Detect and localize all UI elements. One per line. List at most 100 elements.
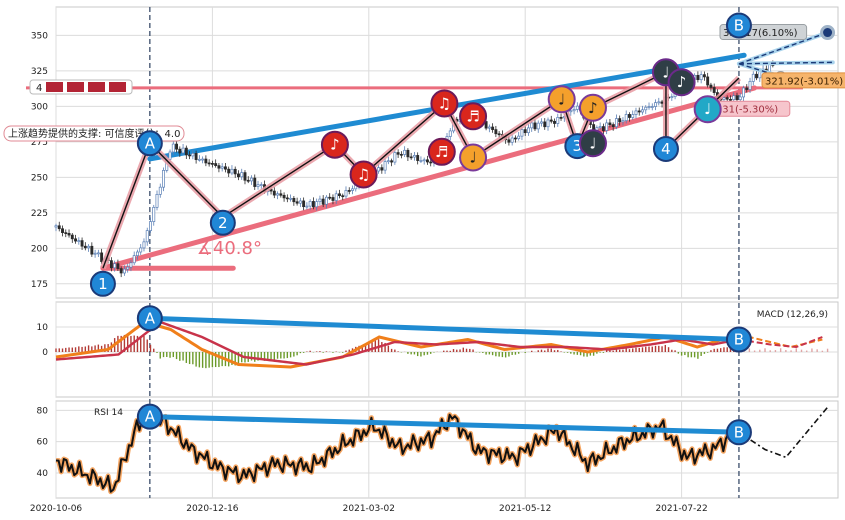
macd-histogram-bar: [658, 345, 660, 352]
candle-body: [709, 84, 713, 88]
price-label-text: 321.92(-3.01%): [765, 76, 843, 87]
badge-circle: [136, 403, 163, 430]
y-tick-label: 80: [37, 406, 49, 416]
macd-histogram-bar: [299, 352, 302, 354]
x-tick-label: 2021-05-12: [499, 504, 551, 514]
candle-body: [520, 129, 524, 137]
macd-histogram-bar: [123, 334, 126, 352]
macd-histogram-bar: [700, 352, 702, 356]
macd-histogram-bar: [674, 350, 676, 352]
candle-body: [702, 74, 706, 78]
candle-body: [611, 124, 615, 128]
candle-body: [497, 133, 501, 136]
candle-body: [601, 126, 605, 131]
projection-target-dot: [820, 25, 836, 41]
macd-histogram-bar: [368, 342, 370, 352]
macd-histogram-bar: [192, 352, 194, 365]
macd-histogram-bar: [185, 352, 188, 363]
macd-histogram-bar: [563, 352, 565, 353]
macd-histogram-bar: [495, 352, 497, 357]
macd-histogram-projection: [785, 349, 787, 352]
candle-body: [637, 110, 641, 113]
candle-body: [184, 147, 188, 156]
macd-histogram-bar: [618, 349, 621, 352]
macd-histogram-bar: [410, 352, 412, 355]
macd-histogram-bar: [511, 352, 513, 355]
macd-histogram-bar: [260, 352, 262, 360]
candle-body: [347, 190, 351, 192]
macd-histogram-bar: [462, 347, 464, 352]
macd-histogram-bar: [449, 350, 451, 352]
macd-histogram-bar: [104, 344, 106, 352]
candle-body: [559, 117, 563, 119]
candle-body: [113, 263, 117, 269]
candle-body: [618, 118, 622, 123]
macd-histogram-bar: [648, 346, 650, 352]
candle-body: [657, 101, 661, 104]
macd-histogram-bar: [84, 346, 87, 352]
macd-histogram-bar: [276, 352, 279, 359]
y-tick-label: 225: [31, 209, 48, 219]
candle-body: [735, 95, 739, 100]
candle-body: [272, 190, 276, 196]
corner-note-text: 4: [36, 83, 42, 94]
macd-histogram-bar: [394, 349, 396, 352]
macd-histogram-bar: [485, 352, 487, 355]
candle-body: [80, 240, 84, 247]
candle-body: [96, 252, 100, 255]
candle-body: [448, 130, 452, 137]
candle-body: [126, 266, 130, 270]
badge-label: 3: [573, 137, 583, 155]
macd-histogram-bar: [720, 348, 722, 352]
candle-body: [308, 201, 312, 207]
candle-body: [406, 149, 410, 158]
candle-body: [191, 153, 195, 157]
candle-body: [647, 106, 651, 108]
x-tick-label: 2020-10-06: [30, 504, 83, 514]
macd-histogram-bar: [87, 345, 90, 352]
candle-body: [644, 106, 648, 111]
macd-histogram-bar: [286, 352, 289, 359]
macd-histogram-bar: [544, 350, 546, 352]
macd-histogram-bar: [309, 350, 311, 352]
candle-body: [546, 119, 550, 128]
macd-histogram-bar: [289, 352, 292, 358]
macd-histogram-bar: [100, 345, 103, 352]
candle-body: [230, 168, 234, 174]
corner-note-chip: [109, 82, 126, 92]
candle-body: [696, 75, 700, 81]
macd-histogram-bar: [387, 345, 390, 352]
macd-histogram-bar: [94, 345, 96, 352]
macd-histogram-bar: [325, 351, 328, 352]
macd-histogram-projection: [795, 348, 797, 352]
price-label-text: 352.17(6.10%): [723, 28, 798, 39]
candle-body: [416, 155, 420, 161]
candle-body: [122, 268, 126, 274]
candle-body: [109, 260, 113, 269]
candle-body: [409, 156, 413, 159]
candle-body: [608, 122, 612, 125]
macd-histogram-bar: [91, 346, 93, 352]
rsi-line: [55, 405, 739, 493]
candle-body: [654, 102, 657, 107]
macd-histogram-projection: [816, 349, 818, 352]
macd-histogram-bar: [146, 339, 148, 352]
candle-body: [61, 228, 64, 233]
macd-histogram-bar: [319, 351, 321, 352]
candle-body: [223, 166, 227, 170]
macd-histogram-projection: [790, 350, 792, 352]
candle-body: [491, 126, 495, 130]
candle-body: [510, 137, 514, 143]
candle-body: [54, 225, 58, 228]
candle-body: [725, 97, 729, 100]
candle-body: [83, 245, 87, 249]
macd-histogram-bar: [602, 352, 605, 353]
macd-histogram-bar: [302, 352, 305, 353]
candle-body: [634, 110, 638, 115]
macd-histogram-bar: [426, 352, 429, 355]
candle-body: [641, 109, 644, 113]
macd-histogram-bar: [589, 352, 592, 356]
rsi-projection: [738, 406, 829, 459]
badge-label: 1: [98, 275, 108, 293]
macd-histogram-bar: [361, 345, 363, 352]
